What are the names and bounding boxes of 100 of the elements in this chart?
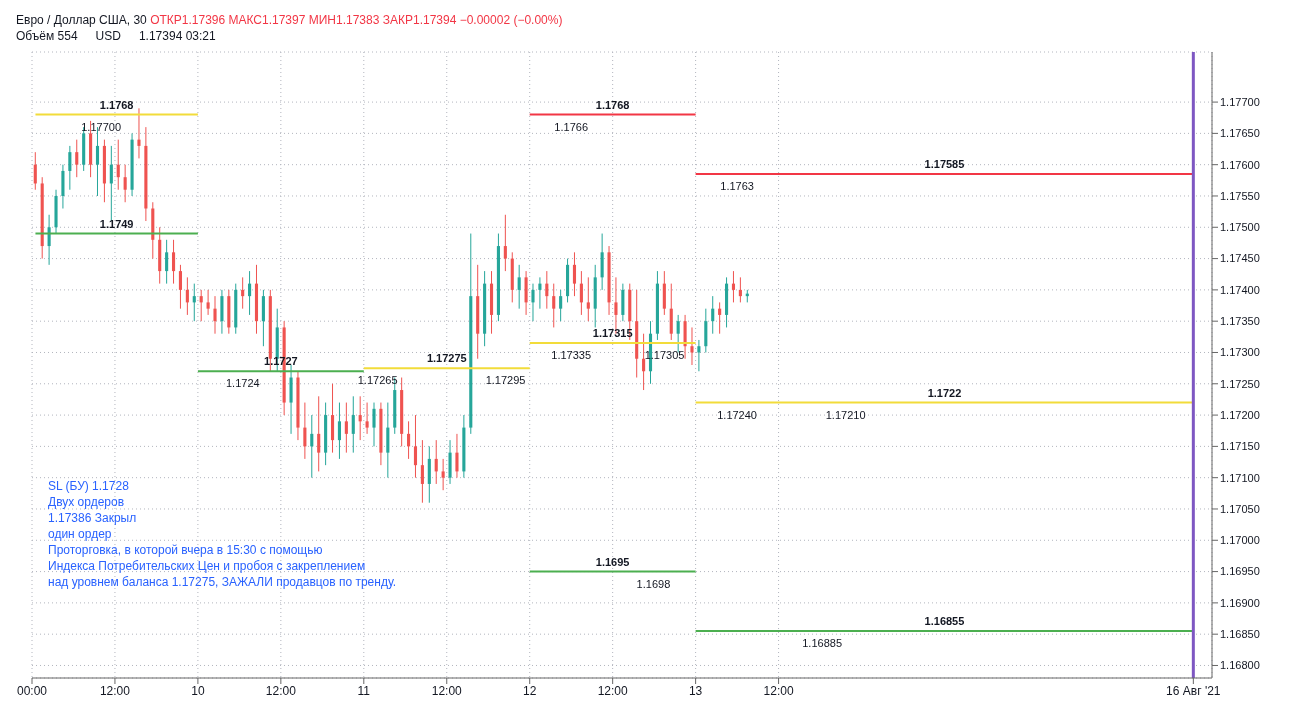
candlestick xyxy=(420,439,424,504)
chart-subtitle: ОТКР1.17396 МАКС1.17397 МИН1.17383 ЗАКР1.17394 −0.00002 (−0.00%) xyxy=(150,13,563,27)
text: 1.17394 03:21 xyxy=(138,29,216,43)
annotation: 1.1698 xyxy=(636,577,671,590)
y-tick-label: 1.17700 xyxy=(1220,95,1260,108)
x-tick-label: 11 xyxy=(357,683,371,698)
candlestick xyxy=(178,264,183,310)
candlestick xyxy=(731,270,736,303)
y-tick-label: 1.17150 xyxy=(1220,440,1260,453)
x-tick-label: 12 xyxy=(523,683,537,698)
candlestick xyxy=(337,402,341,460)
y-tick-label: 1.17350 xyxy=(1220,315,1260,328)
y-tick-label: 1.17500 xyxy=(1220,221,1260,234)
candlestick xyxy=(572,251,577,297)
candlestick xyxy=(213,295,217,335)
candlestick xyxy=(241,276,245,310)
series-label: 1.17585 xyxy=(924,158,965,171)
x-tick-label: 10 xyxy=(191,683,205,698)
annotation: SL (БУ) 1.1728 xyxy=(48,478,130,494)
candlestick xyxy=(351,395,355,454)
candlestick xyxy=(545,270,549,310)
series-label: 1.1695 xyxy=(595,555,630,568)
candlestick xyxy=(579,270,583,316)
candlestick xyxy=(434,439,438,485)
candlestick xyxy=(137,107,141,159)
annotation: 1.17386 Закрыл xyxy=(48,510,138,526)
series-label: 1.17315 xyxy=(592,327,633,340)
y-tick-label: 1.16950 xyxy=(1220,565,1260,578)
y-tick-label: 1.17550 xyxy=(1220,189,1260,202)
candlestick xyxy=(365,402,369,435)
series-label: 1.1768 xyxy=(595,98,630,111)
candlestick xyxy=(317,395,321,472)
candlestick xyxy=(441,458,445,491)
candlestick xyxy=(248,270,252,316)
annotation: Двух ордеров xyxy=(48,494,126,510)
y-tick-label: 1.17250 xyxy=(1220,377,1260,390)
candlestick xyxy=(586,276,590,322)
annotation: 1.17265 xyxy=(357,374,398,387)
y-tick-label: 1.17400 xyxy=(1220,283,1260,296)
annotation: 1.1763 xyxy=(720,180,754,193)
y-tick-label: 1.17000 xyxy=(1220,534,1260,547)
candlestick xyxy=(33,151,37,191)
y-tick-label: 1.17650 xyxy=(1220,127,1260,140)
annotation: 1.1724 xyxy=(226,377,260,390)
series-label: 1.16855 xyxy=(924,615,965,628)
candlestick xyxy=(358,395,362,441)
text: USD xyxy=(95,29,121,43)
candlestick xyxy=(552,283,556,328)
candlestick xyxy=(75,139,79,178)
candlestick xyxy=(171,239,176,285)
y-tick-label: 1.16900 xyxy=(1220,596,1260,609)
x-tick-label: 12:00 xyxy=(431,683,463,698)
x-tick-label: 12:00 xyxy=(265,683,297,698)
candlestick xyxy=(642,333,646,391)
candlestick xyxy=(185,276,189,316)
y-tick-label: 1.17200 xyxy=(1220,408,1260,421)
candlestick xyxy=(199,289,203,322)
candlestick xyxy=(538,276,542,310)
annotation: 1.17210 xyxy=(825,408,866,421)
annotation: 1.17335 xyxy=(551,349,592,362)
candlestick xyxy=(718,301,722,335)
y-tick-label: 1.16850 xyxy=(1220,628,1260,641)
annotation: 1.1766 xyxy=(554,120,589,133)
annotation: 1.17240 xyxy=(717,408,757,421)
x-tick-label: 16 Авг '21 xyxy=(1166,683,1221,698)
candlestick xyxy=(116,139,120,191)
annotation: Проторговка, в которой вчера в 15:30 с помощью xyxy=(48,542,324,558)
x-tick-label: 12:00 xyxy=(763,683,794,698)
candlestick xyxy=(123,164,127,203)
candlestick xyxy=(455,433,459,479)
candlestick xyxy=(413,414,418,479)
annotation: один ордер xyxy=(48,526,113,542)
candlestick xyxy=(559,289,563,322)
x-tick-label: 13 xyxy=(688,683,703,698)
candlestick xyxy=(165,239,169,285)
candlestick xyxy=(690,326,694,366)
y-tick-label: 1.17100 xyxy=(1220,471,1260,484)
y-tick-label: 1.17450 xyxy=(1220,252,1260,265)
candlestick xyxy=(344,402,348,454)
annotation: 1.17295 xyxy=(485,374,526,387)
candlestick xyxy=(206,289,210,316)
candlestick xyxy=(531,283,535,322)
series-label: 1.1749 xyxy=(99,217,134,230)
candlestick xyxy=(517,264,521,310)
candlestick xyxy=(303,402,307,460)
annotation: 1.16885 xyxy=(802,637,843,650)
series-label: 1.1722 xyxy=(927,386,962,399)
candlestick xyxy=(738,276,742,303)
candlestick xyxy=(372,402,376,447)
text: Объём 554 xyxy=(16,29,78,43)
x-tick-label: 12:00 xyxy=(597,683,629,698)
candlestick xyxy=(310,414,314,479)
x-tick-label: 12:00 xyxy=(99,683,131,698)
series-label: 1.17275 xyxy=(426,352,467,365)
candlestick xyxy=(711,295,715,335)
candlestick xyxy=(676,314,680,353)
annotation: Индекса Потребительских Цен и пробоя с закреплением xyxy=(48,558,367,574)
x-tick-label: 00:00 xyxy=(16,683,48,698)
y-tick-label: 1.16800 xyxy=(1220,659,1260,672)
candlestick xyxy=(503,214,507,272)
